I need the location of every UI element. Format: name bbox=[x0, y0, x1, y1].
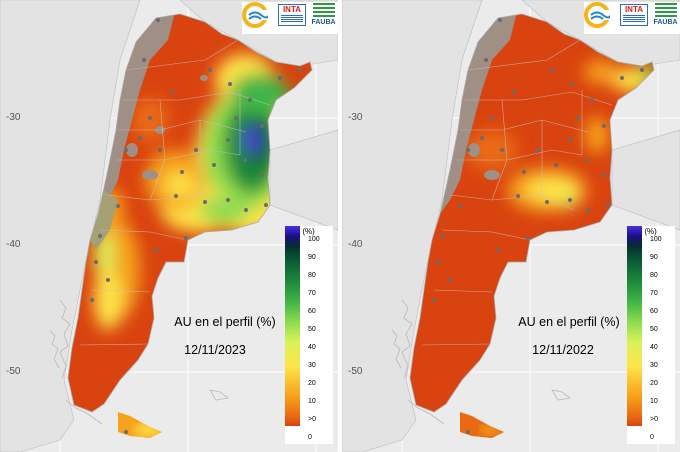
legend-tick: 20 bbox=[308, 380, 316, 387]
neighbor-land bbox=[0, 0, 141, 452]
map-2022 bbox=[342, 0, 680, 452]
weather-stations bbox=[432, 18, 644, 434]
logo-group: INTA FAUBA bbox=[584, 2, 680, 34]
y-axis-label: -50 bbox=[6, 366, 21, 377]
legend-tick: 40 bbox=[308, 344, 316, 351]
y-axis-label: -40 bbox=[348, 239, 363, 250]
legend-tick: 80 bbox=[308, 272, 316, 279]
y-axis-label: -30 bbox=[348, 112, 363, 123]
ora-logo-icon bbox=[584, 2, 610, 28]
legend-tick: 80 bbox=[650, 272, 658, 279]
legend-title: AU (%) bbox=[289, 227, 315, 236]
legend-tick: >0 bbox=[650, 416, 658, 423]
legend-tick: 70 bbox=[308, 290, 316, 297]
legend-tick: 30 bbox=[308, 362, 316, 369]
legend: AU (%) 100 90 80 70 60 50 40 30 20 10 >0… bbox=[627, 226, 675, 444]
map-title: AU en el perfil (%) bbox=[174, 315, 276, 329]
map-panel-2023: -30 -40 -50 AU (%) 100 90 80 70 60 50 40… bbox=[0, 0, 338, 452]
map-panel-2022: -30 -40 -50 AU (%) 100 90 80 70 60 50 40… bbox=[342, 0, 680, 452]
logo-group: INTA FAUBA bbox=[242, 2, 338, 34]
weather-stations bbox=[90, 18, 302, 434]
map-2023 bbox=[0, 0, 338, 452]
province-borders bbox=[125, 39, 239, 71]
y-axis-label: -50 bbox=[348, 366, 363, 377]
legend-tick: 90 bbox=[650, 254, 658, 261]
legend-title: AU (%) bbox=[631, 227, 657, 236]
legend-tick: 50 bbox=[308, 326, 316, 333]
legend: AU (%) 100 90 80 70 60 50 40 30 20 10 >0… bbox=[285, 226, 333, 444]
legend-tick: 0 bbox=[308, 434, 312, 441]
inta-logo-text: INTA bbox=[282, 5, 302, 14]
legend-tick: 100 bbox=[308, 236, 320, 243]
y-axis-label: -30 bbox=[6, 112, 21, 123]
legend-tick: 90 bbox=[308, 254, 316, 261]
inta-logo: INTA bbox=[278, 4, 306, 26]
inta-logo-text: INTA bbox=[624, 5, 644, 14]
legend-tick: >0 bbox=[308, 416, 316, 423]
map-date: 12/11/2023 bbox=[184, 343, 246, 357]
inta-logo: INTA bbox=[620, 4, 648, 26]
legend-tick: 60 bbox=[650, 308, 658, 315]
legend-tick: 10 bbox=[650, 398, 658, 405]
legend-tick: 70 bbox=[650, 290, 658, 297]
fauba-logo: FAUBA bbox=[310, 3, 337, 33]
fauba-logo-text: FAUBA bbox=[653, 19, 678, 26]
fauba-logo: FAUBA bbox=[652, 3, 679, 33]
ora-logo-icon bbox=[242, 2, 268, 28]
legend-tick: 20 bbox=[650, 380, 658, 387]
fauba-logo-text: FAUBA bbox=[311, 19, 336, 26]
legend-tick: 30 bbox=[650, 362, 658, 369]
legend-tick: 60 bbox=[308, 308, 316, 315]
legend-colorbar bbox=[285, 226, 300, 426]
map-date: 12/11/2022 bbox=[532, 343, 594, 357]
legend-tick: 10 bbox=[308, 398, 316, 405]
legend-tick: 40 bbox=[650, 344, 658, 351]
y-axis-label: -40 bbox=[6, 239, 21, 250]
legend-tick: 100 bbox=[650, 236, 662, 243]
legend-colorbar bbox=[627, 226, 642, 426]
legend-tick: 0 bbox=[650, 434, 654, 441]
map-title: AU en el perfil (%) bbox=[518, 315, 620, 329]
legend-tick: 50 bbox=[650, 326, 658, 333]
